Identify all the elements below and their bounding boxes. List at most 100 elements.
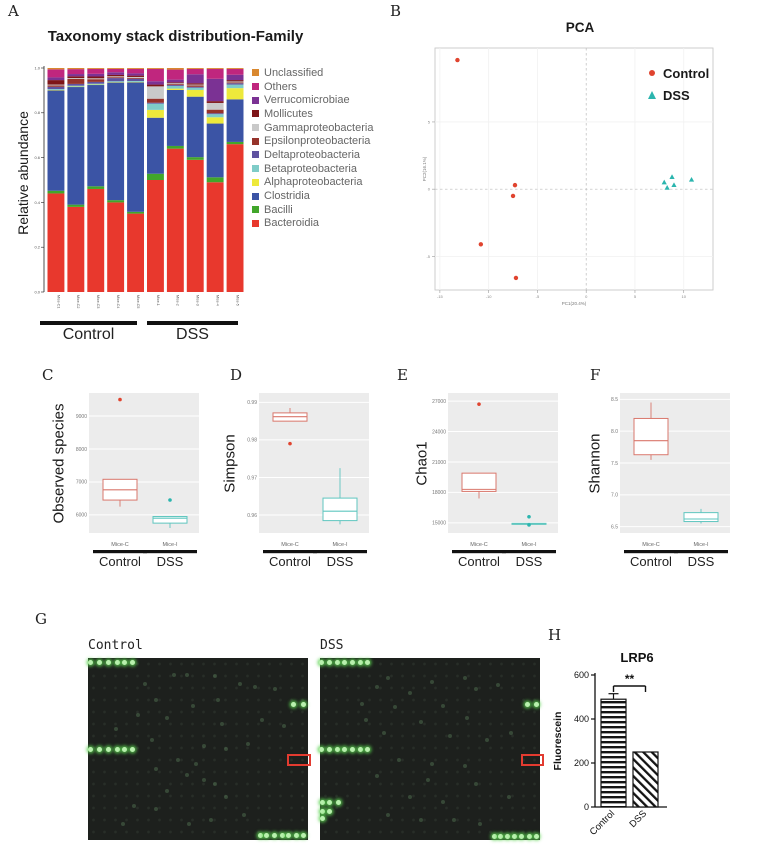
faint-spot bbox=[408, 794, 412, 799]
faint-spot bbox=[381, 730, 386, 735]
bright-spot bbox=[326, 659, 332, 665]
shannon-axis-label: Shannon bbox=[586, 433, 604, 494]
lrp6-bar-chart: LRP6 Fluorescein 0 200 400 600 ** Control DSS bbox=[552, 650, 667, 838]
faint-spot bbox=[281, 723, 286, 728]
roi-highlight-box bbox=[287, 753, 311, 766]
bright-spot bbox=[105, 659, 111, 665]
microarray-image-control bbox=[88, 658, 311, 840]
legend-swatch bbox=[252, 124, 259, 132]
faint-spot bbox=[209, 818, 213, 823]
bright-spot bbox=[342, 659, 348, 665]
svg-text:**: ** bbox=[625, 672, 635, 686]
svg-text:Mice-3: Mice-3 bbox=[196, 295, 200, 306]
faint-spot bbox=[136, 712, 141, 717]
bright-spot bbox=[335, 799, 341, 805]
svg-text:21000: 21000 bbox=[432, 460, 446, 466]
panel-a-label: A bbox=[8, 2, 19, 20]
legend-item-clostridia: Clostridia bbox=[252, 189, 373, 203]
svg-text:0.98: 0.98 bbox=[247, 438, 257, 444]
faint-spot bbox=[246, 741, 251, 746]
svg-text:5: 5 bbox=[634, 294, 637, 299]
svg-text:Mice-5: Mice-5 bbox=[235, 295, 239, 306]
svg-text:Mice-C: Mice-C bbox=[281, 542, 298, 548]
legend-label: Clostridia bbox=[264, 190, 310, 203]
pca-title: PCA bbox=[565, 20, 595, 35]
bright-spot bbox=[279, 832, 285, 838]
faint-spot bbox=[149, 738, 154, 743]
shannon-boxplot: 6.5 7.0 7.5 8.0 8.5 Mice-C Control Mice-I DSS bbox=[611, 393, 730, 569]
svg-text:-10: -10 bbox=[486, 294, 493, 299]
svg-text:Mice-C: Mice-C bbox=[642, 542, 659, 548]
svg-text:7.5: 7.5 bbox=[611, 461, 618, 467]
legend-swatch bbox=[252, 178, 259, 186]
svg-text:0.4: 0.4 bbox=[34, 200, 40, 205]
pca-legend-item-control: Control bbox=[646, 62, 709, 84]
svg-text:DSS: DSS bbox=[327, 554, 354, 569]
legend-swatch bbox=[252, 83, 259, 91]
bright-spot bbox=[271, 832, 277, 838]
faint-spot bbox=[441, 703, 445, 708]
bright-spot bbox=[319, 659, 325, 665]
svg-text:0.6: 0.6 bbox=[34, 155, 40, 160]
svg-text:DSS: DSS bbox=[157, 554, 184, 569]
bright-spot bbox=[290, 701, 296, 707]
svg-text:600: 600 bbox=[574, 670, 589, 680]
svg-text:DSS: DSS bbox=[516, 554, 543, 569]
svg-text:24000: 24000 bbox=[432, 429, 446, 435]
faint-spot bbox=[419, 818, 423, 823]
faint-spot bbox=[272, 687, 277, 692]
faint-spot bbox=[220, 721, 224, 726]
legend-swatch bbox=[252, 192, 259, 200]
legend-label: Epsilonproteobacteria bbox=[264, 135, 371, 148]
bright-spot bbox=[88, 659, 94, 665]
bright-spot bbox=[257, 832, 263, 838]
faint-spot bbox=[202, 778, 207, 783]
panel-f-label: F bbox=[590, 366, 601, 384]
svg-text:18000: 18000 bbox=[432, 490, 446, 496]
faint-spot bbox=[154, 807, 158, 812]
control-group-label: Control bbox=[62, 326, 115, 343]
bright-spot bbox=[88, 747, 94, 752]
svg-text:0.99: 0.99 bbox=[247, 400, 257, 406]
bright-spot bbox=[524, 701, 530, 707]
legend-item-alphaproteobacteria: Alphaproteobacteria bbox=[252, 176, 373, 190]
faint-spot bbox=[143, 681, 147, 686]
faint-spot bbox=[184, 672, 189, 677]
faint-spot bbox=[215, 698, 220, 703]
faint-spot bbox=[386, 812, 390, 817]
faint-spot bbox=[193, 761, 198, 766]
bright-spot bbox=[264, 832, 270, 838]
bright-spot bbox=[293, 832, 299, 838]
legend-item-gammaproteobacteria: Gammaproteobacteria bbox=[252, 121, 373, 135]
pca-scatter-plot: -15 -10 -5 0 5 10 -5 0 5 PC1(20.4%) PC2(16.1%) bbox=[422, 47, 714, 306]
bright-spot bbox=[357, 659, 363, 665]
svg-text:Mice-C: Mice-C bbox=[470, 542, 487, 548]
faint-spot bbox=[478, 821, 483, 826]
faint-spot bbox=[154, 698, 158, 703]
bright-spot bbox=[342, 747, 348, 752]
chao1-boxplot: 15000 18000 21000 24000 27000 Mice-C Control Mi… bbox=[432, 393, 558, 569]
bright-spot bbox=[519, 834, 525, 840]
svg-text:6.5: 6.5 bbox=[611, 524, 618, 530]
faint-spot bbox=[463, 763, 467, 768]
faint-spot bbox=[224, 747, 229, 752]
faint-spot bbox=[121, 821, 125, 826]
svg-text:DSS: DSS bbox=[688, 554, 715, 569]
svg-text:PC1(20.4%): PC1(20.4%) bbox=[562, 301, 587, 306]
bright-spot bbox=[349, 659, 355, 665]
svg-text:Mice-C4: Mice-C4 bbox=[116, 295, 120, 308]
simpson-axis-label: Simpson bbox=[221, 434, 239, 493]
svg-text:7.0: 7.0 bbox=[611, 493, 618, 499]
svg-text:Fluorescein: Fluorescein bbox=[552, 712, 564, 771]
faint-spot bbox=[474, 687, 478, 692]
legend-swatch bbox=[252, 165, 259, 173]
svg-text:LRP6: LRP6 bbox=[620, 650, 653, 665]
legend-item-unclassified: Unclassified bbox=[252, 66, 373, 80]
svg-text:Mice-C2: Mice-C2 bbox=[76, 295, 80, 308]
svg-text:0: 0 bbox=[585, 294, 588, 299]
svg-text:1.0: 1.0 bbox=[34, 65, 40, 70]
panel-g-label: G bbox=[35, 610, 47, 628]
faint-spot bbox=[364, 718, 368, 723]
faint-spot bbox=[253, 685, 257, 690]
legend-label: Deltaproteobacteria bbox=[264, 148, 361, 161]
